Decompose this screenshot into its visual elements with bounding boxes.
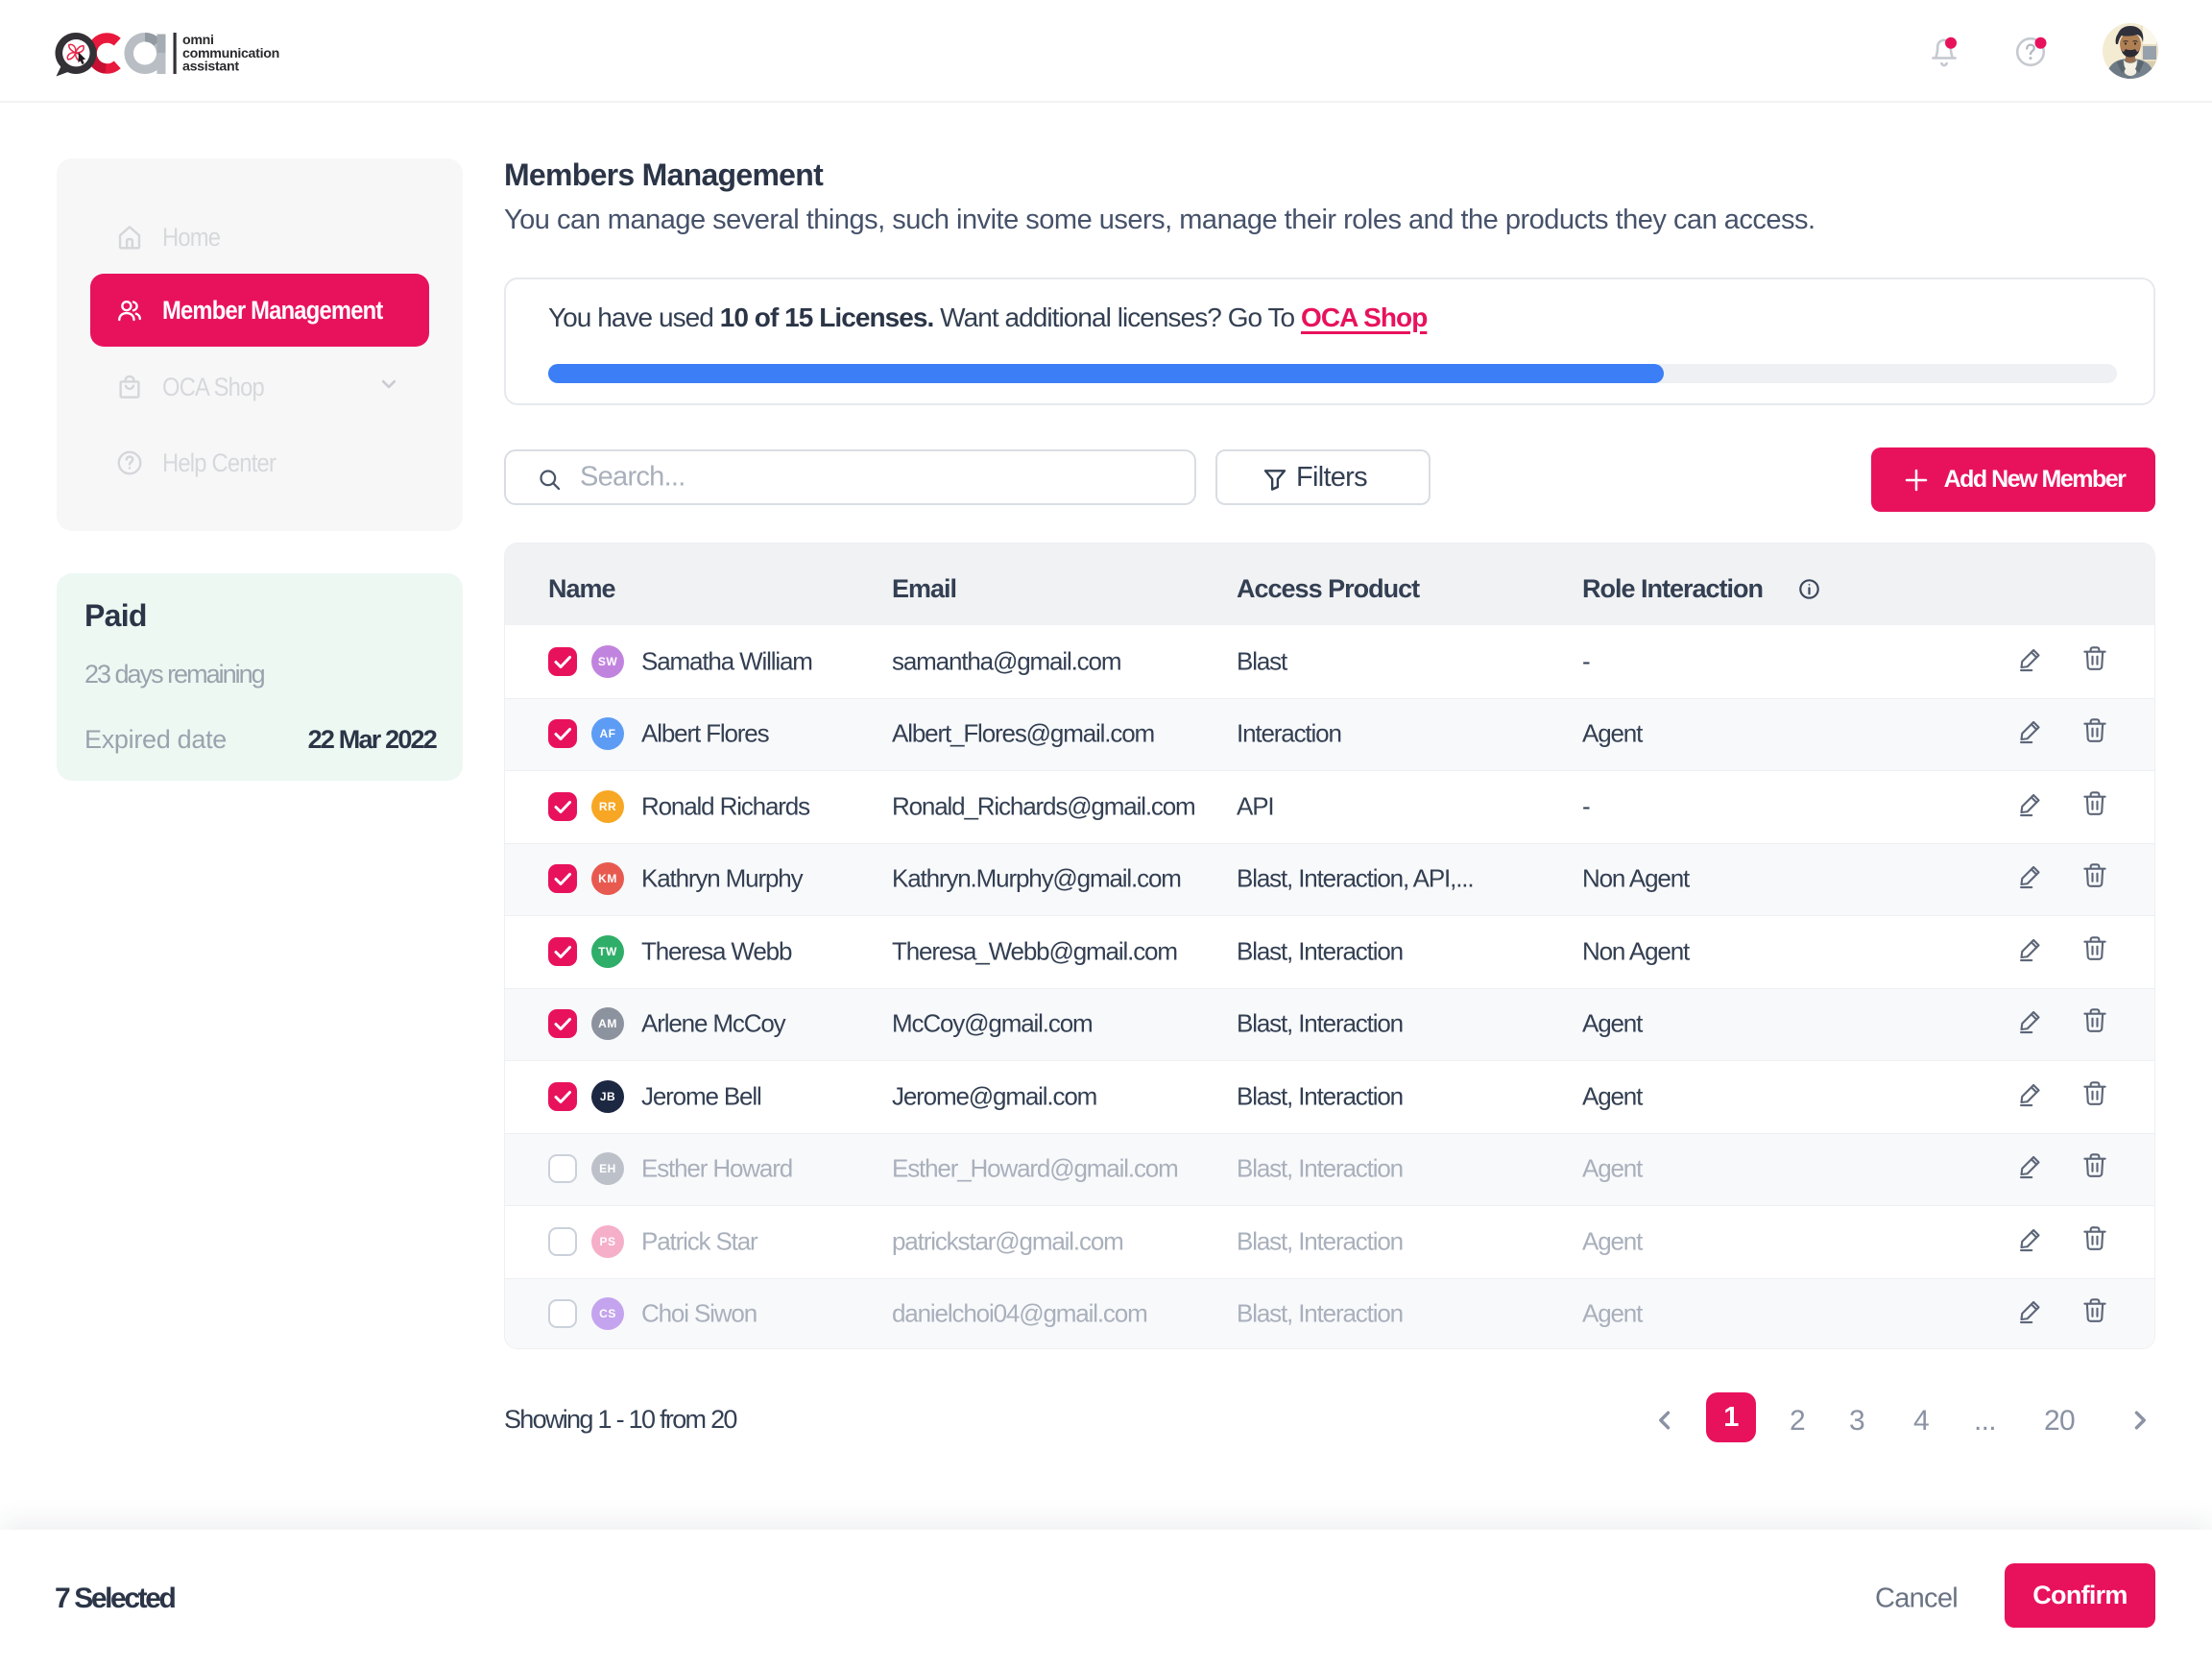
svg-text:omni: omni bbox=[182, 33, 214, 48]
svg-text:communication: communication bbox=[182, 46, 279, 61]
svg-text:assistant: assistant bbox=[182, 60, 239, 75]
